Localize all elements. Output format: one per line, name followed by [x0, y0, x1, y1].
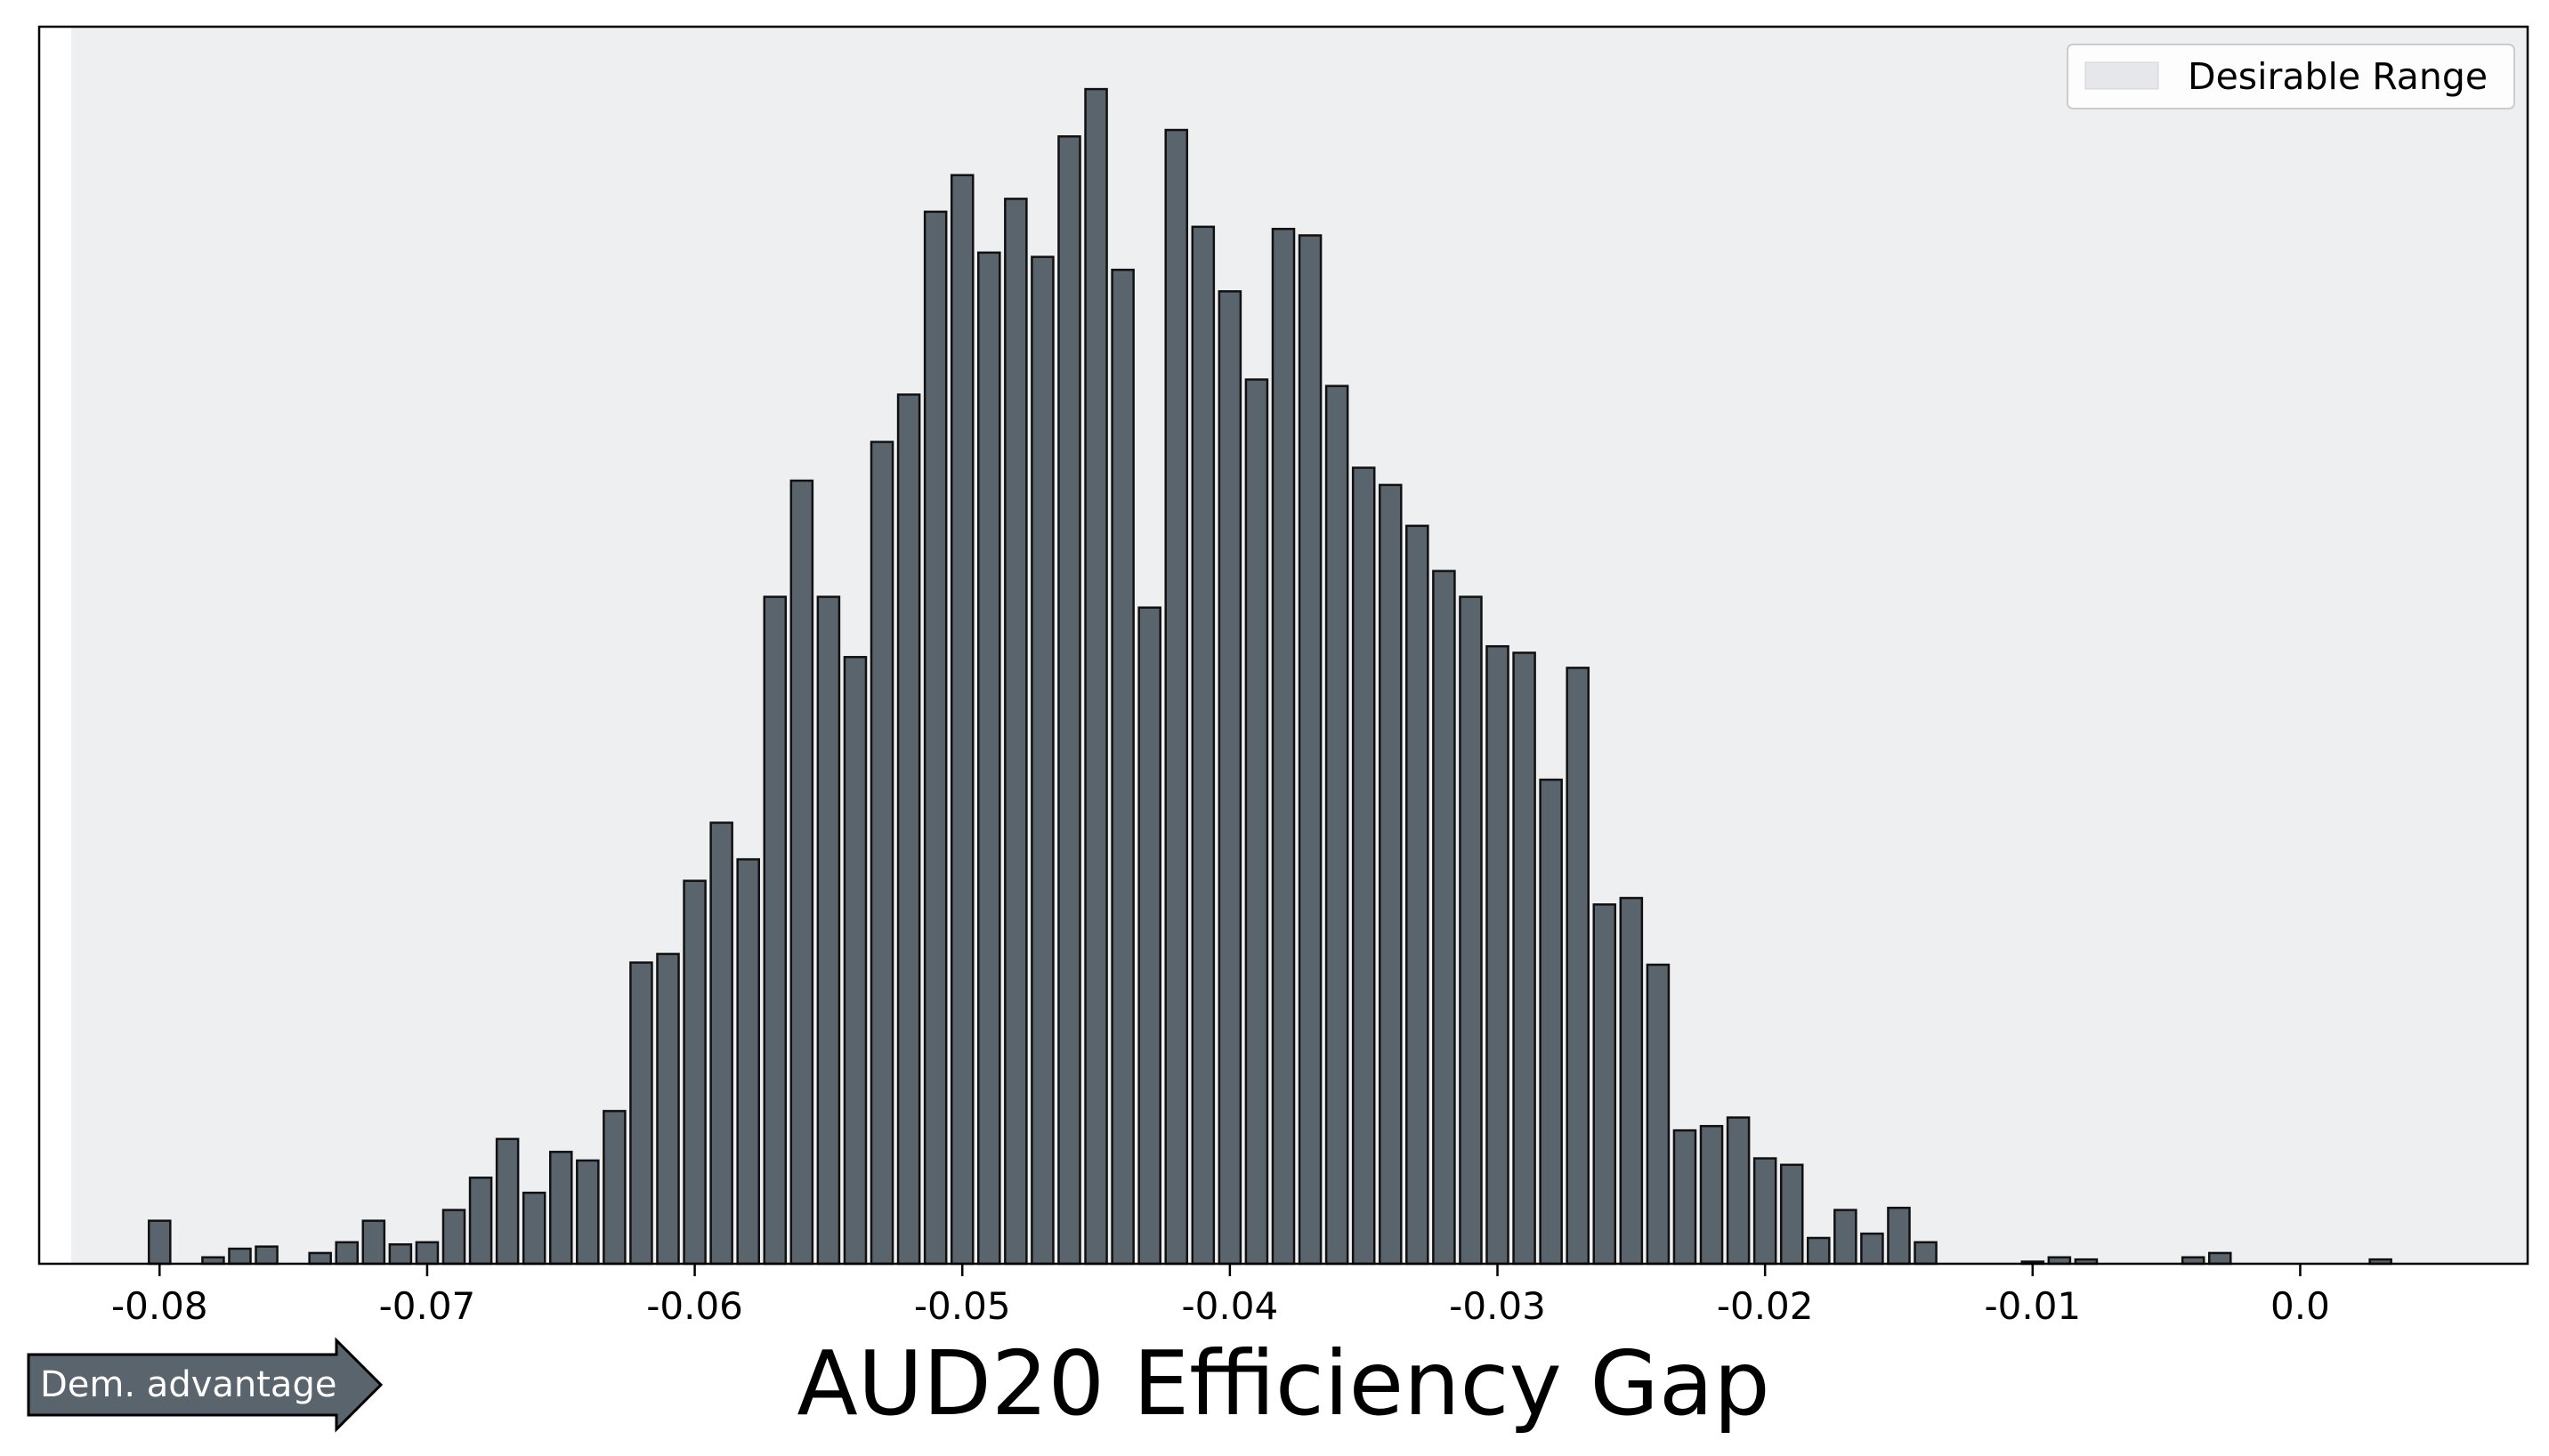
histogram-bar: [1299, 235, 1321, 1264]
x-tick-label: -0.08: [111, 1284, 208, 1328]
histogram-bar: [229, 1249, 250, 1264]
histogram-bar: [1433, 571, 1454, 1264]
x-tick-label: -0.06: [646, 1284, 743, 1328]
histogram-bar: [497, 1139, 518, 1264]
histogram-bar: [1058, 136, 1080, 1264]
histogram-bar: [1567, 667, 1589, 1264]
histogram-bar: [1032, 257, 1053, 1264]
x-tick-label: -0.04: [1182, 1284, 1279, 1328]
histogram-bar: [363, 1221, 384, 1264]
histogram-bar: [149, 1221, 170, 1264]
x-tick-label: -0.05: [914, 1284, 1011, 1328]
histogram-bar: [1674, 1130, 1695, 1264]
x-tick-label: -0.03: [1449, 1284, 1546, 1328]
histogram-bar: [2209, 1253, 2230, 1264]
histogram-bar: [470, 1177, 491, 1264]
histogram-bar: [1326, 386, 1347, 1264]
histogram-bar: [1808, 1238, 1829, 1264]
histogram-bar: [1754, 1159, 1776, 1264]
histogram-bar: [1486, 646, 1508, 1264]
histogram-bar: [1406, 526, 1428, 1264]
histogram-bar: [1701, 1126, 1722, 1264]
histogram-bar: [577, 1161, 598, 1264]
histogram-bar: [765, 597, 786, 1264]
histogram-bar: [417, 1242, 438, 1264]
legend-label-desirable-range: Desirable Range: [2188, 55, 2488, 98]
histogram-bar: [711, 822, 732, 1264]
histogram-bar: [1166, 130, 1187, 1264]
histogram-bar: [1273, 229, 1294, 1264]
histogram-bar: [898, 394, 919, 1264]
histogram-bar: [390, 1244, 411, 1264]
x-tick-label: -0.07: [379, 1284, 476, 1328]
histogram-bar: [978, 253, 999, 1264]
histogram-bar: [1514, 652, 1535, 1264]
histogram-bar: [1888, 1208, 1909, 1264]
histogram-bar: [1915, 1242, 1937, 1264]
histogram-bar: [925, 212, 946, 1264]
histogram-bar: [1621, 898, 1642, 1264]
histogram-bar: [310, 1253, 331, 1264]
histogram-bar: [1834, 1210, 1856, 1264]
histogram-bar: [1861, 1234, 1882, 1264]
histogram-bar: [1380, 485, 1401, 1264]
x-axis-label: AUD20 Efficiency Gap: [797, 1331, 1769, 1436]
histogram-bar: [791, 481, 813, 1264]
histogram-bar: [738, 860, 759, 1264]
histogram-bar: [336, 1242, 358, 1264]
histogram-bar: [1647, 965, 1669, 1264]
histogram-bar: [871, 442, 893, 1264]
histogram-bar: [1246, 379, 1267, 1264]
histogram-bar: [951, 175, 973, 1264]
histogram-bar: [818, 597, 839, 1264]
histogram-bar: [1193, 227, 1214, 1264]
histogram-bar: [845, 657, 866, 1264]
histogram-bar: [1594, 904, 1615, 1264]
histogram-bar: [1781, 1165, 1802, 1264]
legend-swatch-desirable-range: [2085, 62, 2158, 89]
x-tick-label: -0.02: [1717, 1284, 1814, 1328]
histogram-bar: [684, 881, 706, 1264]
histogram-bar: [657, 954, 678, 1264]
x-axis: -0.08 -0.07 -0.06 -0.05 -0.04 -0.03 -0.02 -0.01…: [111, 1264, 2330, 1328]
histogram-bar: [1353, 468, 1374, 1264]
histogram-bar: [603, 1111, 625, 1264]
histogram-bar: [256, 1247, 278, 1264]
histogram-bar: [443, 1210, 465, 1264]
legend: Desirable Range: [2068, 44, 2514, 109]
histogram-bar: [630, 963, 651, 1264]
x-tick-label: -0.01: [1984, 1284, 2081, 1328]
dem-advantage-arrow: Dem. advantage: [28, 1340, 381, 1429]
arrow-label: Dem. advantage: [40, 1364, 336, 1405]
histogram-bar: [1005, 198, 1026, 1264]
histogram-bar: [1113, 270, 1134, 1264]
histogram-bar: [1139, 608, 1161, 1264]
histogram-bar: [1460, 597, 1481, 1264]
histogram-bar: [1219, 291, 1241, 1264]
histogram-bar: [1541, 780, 1562, 1264]
histogram-bar: [1086, 89, 1107, 1264]
x-tick-label: 0.0: [2270, 1284, 2330, 1328]
histogram-bar: [523, 1193, 545, 1264]
histogram-bar: [550, 1152, 571, 1264]
histogram-bar: [1728, 1118, 1749, 1264]
